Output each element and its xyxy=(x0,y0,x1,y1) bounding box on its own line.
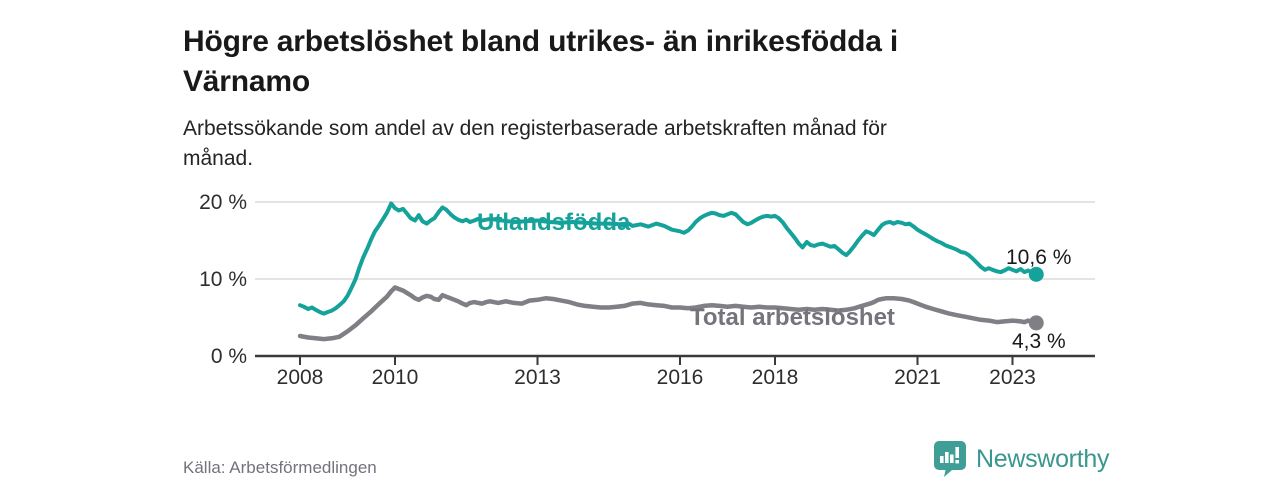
newsworthy-bubble-icon xyxy=(934,441,966,477)
source-attribution: Källa: Arbetsförmedlingen xyxy=(183,458,377,477)
newsworthy-logo[interactable]: Newsworthy xyxy=(933,440,1109,478)
series-label-utlandsfodda: Utlandsfödda xyxy=(477,209,631,236)
y-tick-label: 20 % xyxy=(199,191,247,214)
series-end-dot-utlandsfodda xyxy=(1028,266,1044,282)
x-tick-label: 2021 xyxy=(894,366,941,389)
end-value-utlandsfodda: 10,6 % xyxy=(1006,246,1072,269)
page-title: Högre arbetslöshet bland utrikes- än inr… xyxy=(183,25,898,99)
series-line-utlandsfodda xyxy=(298,201,1039,316)
x-tick-label: 2008 xyxy=(277,366,324,389)
x-tick-label: 2010 xyxy=(372,366,419,389)
chart-subtitle: Arbetssökande som andel av den registerb… xyxy=(183,117,887,170)
x-tick-label: 2023 xyxy=(989,366,1036,389)
x-tick-label: 2013 xyxy=(514,366,561,389)
x-tick-label: 2018 xyxy=(752,366,799,389)
newsworthy-wordmark: Newsworthy xyxy=(976,444,1110,473)
series-line-total xyxy=(297,285,1039,342)
y-tick-label: 10 % xyxy=(199,268,247,291)
y-tick-label: 0 % xyxy=(211,345,247,368)
x-tick-label: 2016 xyxy=(657,366,704,389)
end-value-total-arbetsloshet: 4,3 % xyxy=(1012,330,1066,353)
series-end-dot-total xyxy=(1028,315,1044,331)
series-label-total-arbetsloshet: Total arbetslöshet xyxy=(690,304,895,331)
